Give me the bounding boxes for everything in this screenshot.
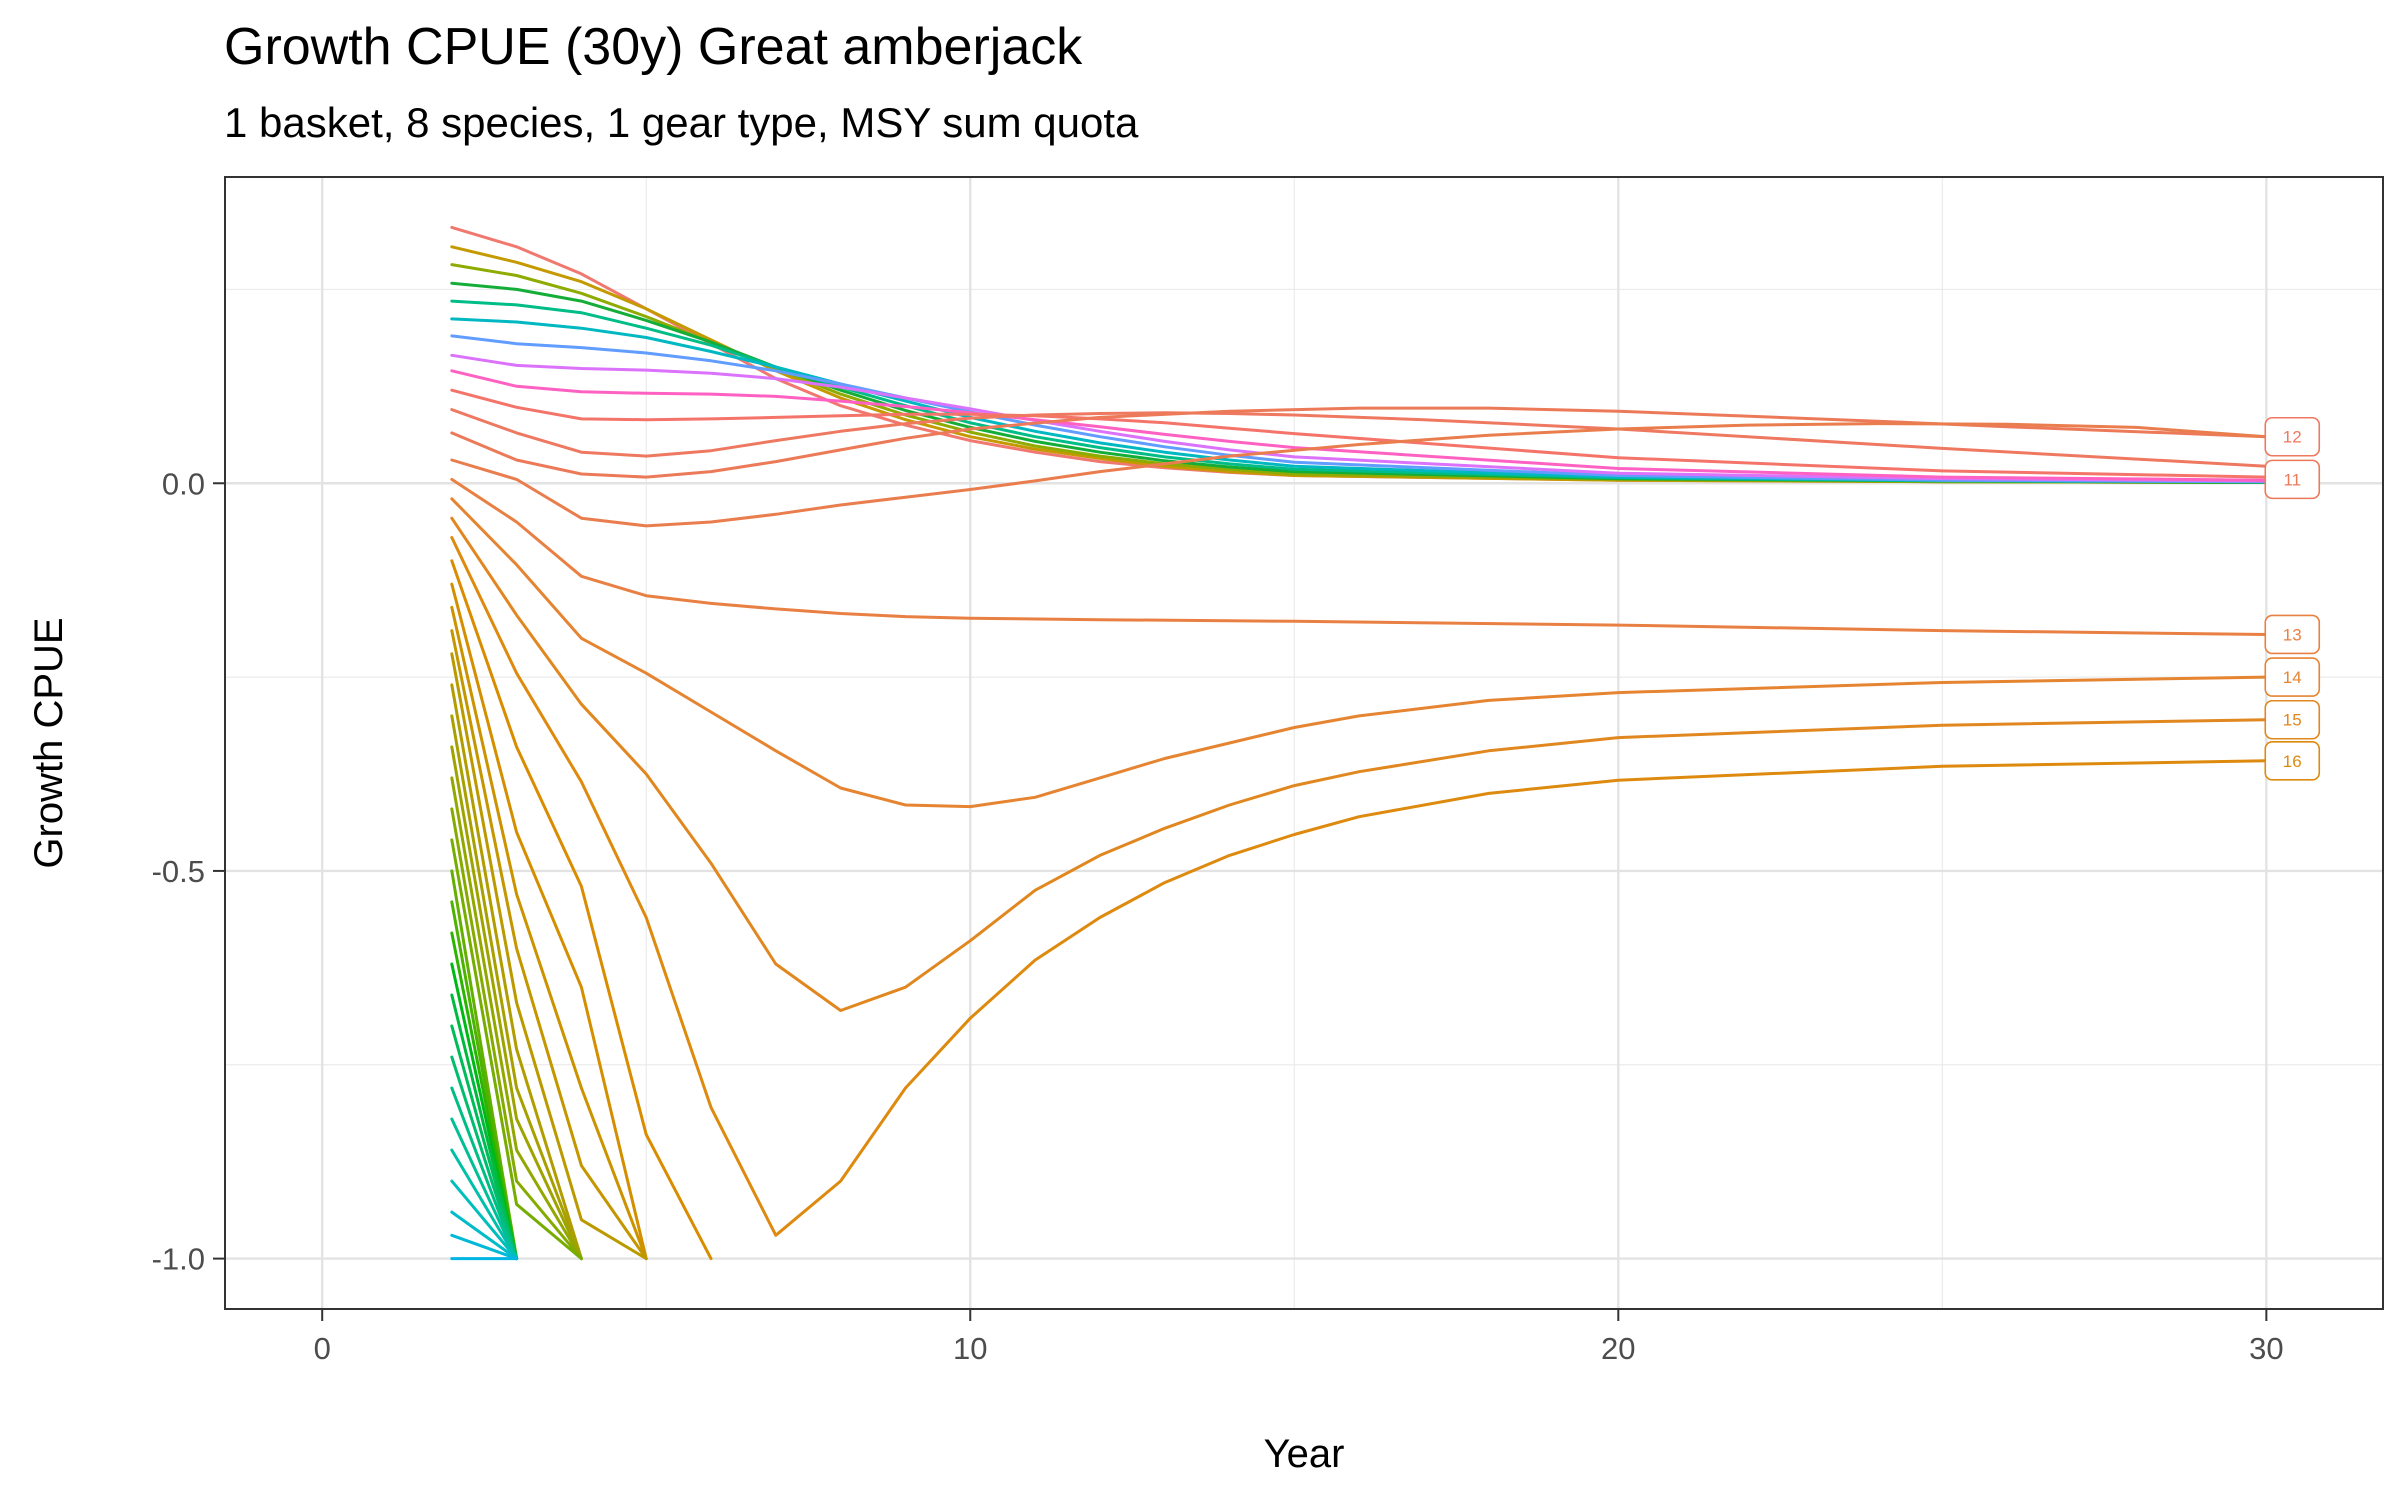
end-label-box xyxy=(2264,416,2321,457)
series-line-f2 xyxy=(450,582,648,1261)
grid-minor xyxy=(225,177,2383,1309)
end-label-text: 11 xyxy=(2283,470,2301,489)
x-tick-label: 20 xyxy=(1601,1331,1635,1366)
end-label-text: 16 xyxy=(2283,752,2302,771)
series-line-f22 xyxy=(450,1179,519,1261)
series-line-u3 xyxy=(450,263,2268,484)
series-line-f3 xyxy=(450,605,648,1261)
end-label-14: 14 xyxy=(2264,657,2321,697)
series-line-u4 xyxy=(450,281,2268,484)
end-label-12: 12 xyxy=(2264,416,2321,457)
chart-title: Growth CPUE (30y) Great amberjack xyxy=(224,18,1083,76)
series-layer xyxy=(450,225,2268,1261)
y-tick-label: -0.5 xyxy=(152,854,205,889)
series-line-f20 xyxy=(450,1117,519,1261)
end-label-16: 16 xyxy=(2264,741,2321,781)
y-tick-label: 0.0 xyxy=(162,466,205,501)
x-tick-label: 0 xyxy=(314,1331,331,1366)
end-label-box xyxy=(2264,657,2321,697)
series-line-f11 xyxy=(450,838,583,1261)
x-axis: 0 10 20 30 xyxy=(314,1309,2284,1366)
y-axis-title: Growth CPUE xyxy=(27,617,71,868)
series-line-f24 xyxy=(450,1233,519,1261)
y-tick-label: -1.0 xyxy=(152,1242,205,1277)
series-line-f23 xyxy=(450,1210,519,1261)
series-line-r13 xyxy=(450,477,2268,636)
end-label-box xyxy=(2264,614,2321,655)
plot-panel xyxy=(225,177,2383,1309)
end-label-text: 15 xyxy=(2283,711,2302,730)
series-line-r14 xyxy=(450,497,2268,809)
end-label-11: 11 xyxy=(2264,459,2321,500)
series-line-f21 xyxy=(450,1148,519,1261)
series-line-r16 xyxy=(450,536,2268,1237)
end-label-15: 15 xyxy=(2264,699,2321,740)
grid-major xyxy=(225,177,2383,1309)
end-label-text: 12 xyxy=(2283,428,2302,447)
series-line-f1 xyxy=(450,559,713,1261)
series-line-f5 xyxy=(450,652,648,1261)
end-label-13: 13 xyxy=(2264,614,2321,655)
series-line-f8 xyxy=(450,745,583,1261)
x-tick-label: 10 xyxy=(953,1331,987,1366)
series-line-f6 xyxy=(450,683,583,1261)
end-label-box xyxy=(2264,699,2321,740)
series-line-r10 xyxy=(450,422,2268,528)
end-label-box xyxy=(2264,741,2321,781)
series-line-u8 xyxy=(450,353,2268,483)
series-line-f7 xyxy=(450,714,583,1261)
series-line-f10 xyxy=(450,807,583,1261)
series-line-f18 xyxy=(450,1055,519,1261)
y-axis: -1.0 -0.5 0.0 xyxy=(152,466,225,1277)
series-line-r11 xyxy=(450,406,2268,479)
end-label-text: 14 xyxy=(2283,668,2302,687)
end-label-box xyxy=(2264,459,2321,500)
series-line-u9 xyxy=(450,369,2268,482)
x-tick-label: 30 xyxy=(2249,1331,2283,1366)
series-line-u5 xyxy=(450,299,2268,484)
series-line-f19 xyxy=(450,1086,519,1261)
series-line-r15 xyxy=(450,516,2268,1012)
series-line-f17 xyxy=(450,1024,519,1261)
series-line-f4 xyxy=(450,629,648,1261)
series-line-r12 xyxy=(450,408,2268,468)
end-label-layer: 12 11 13 14 15 16 xyxy=(2264,416,2321,781)
series-line-f9 xyxy=(450,776,583,1261)
end-label-text: 13 xyxy=(2283,625,2302,644)
x-axis-title: Year xyxy=(1264,1432,1345,1476)
plot-border xyxy=(224,176,2384,1310)
chart-subtitle: 1 basket, 8 species, 1 gear type, MSY su… xyxy=(224,99,1139,146)
